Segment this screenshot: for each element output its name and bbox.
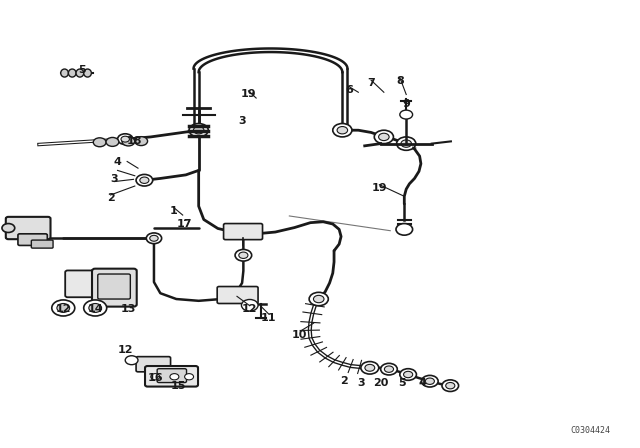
Circle shape — [125, 356, 138, 365]
Ellipse shape — [76, 69, 84, 77]
Circle shape — [170, 374, 179, 380]
FancyBboxPatch shape — [223, 224, 262, 240]
Text: 19: 19 — [241, 90, 256, 99]
Text: 2: 2 — [340, 376, 348, 386]
Text: 8: 8 — [396, 76, 404, 86]
Circle shape — [184, 374, 193, 380]
Circle shape — [189, 124, 208, 137]
Circle shape — [193, 126, 204, 134]
Text: 20: 20 — [374, 379, 389, 388]
Circle shape — [381, 363, 397, 375]
Circle shape — [122, 137, 135, 146]
Circle shape — [2, 224, 15, 233]
Text: 14: 14 — [88, 304, 103, 314]
Text: 18: 18 — [127, 136, 143, 146]
Circle shape — [140, 177, 149, 183]
Circle shape — [235, 250, 252, 261]
Circle shape — [400, 369, 417, 380]
Text: 17: 17 — [177, 219, 193, 229]
Circle shape — [151, 374, 160, 380]
Text: 12: 12 — [56, 304, 71, 314]
Circle shape — [401, 140, 412, 147]
Text: 9: 9 — [403, 99, 410, 109]
Text: 3: 3 — [111, 174, 118, 184]
Ellipse shape — [68, 69, 76, 77]
Circle shape — [337, 126, 348, 134]
Text: 3: 3 — [238, 116, 246, 126]
Text: 5: 5 — [398, 379, 406, 388]
Text: C0304424: C0304424 — [571, 426, 611, 435]
Text: 13: 13 — [121, 304, 136, 314]
Text: 19: 19 — [372, 183, 387, 193]
Circle shape — [150, 235, 158, 241]
Circle shape — [314, 295, 324, 303]
Circle shape — [397, 137, 416, 151]
Text: 7: 7 — [367, 78, 375, 88]
Circle shape — [400, 110, 413, 119]
FancyBboxPatch shape — [18, 234, 47, 246]
Text: 16: 16 — [148, 373, 164, 383]
Circle shape — [445, 383, 455, 389]
FancyBboxPatch shape — [145, 366, 198, 387]
Text: 4: 4 — [114, 157, 122, 168]
Circle shape — [93, 138, 106, 147]
Circle shape — [425, 378, 435, 384]
Ellipse shape — [84, 69, 92, 77]
Ellipse shape — [61, 69, 68, 77]
Text: 10: 10 — [292, 330, 307, 340]
Text: 1: 1 — [169, 206, 177, 215]
FancyBboxPatch shape — [136, 357, 171, 372]
Text: 2: 2 — [107, 193, 115, 203]
Circle shape — [442, 380, 459, 392]
Text: 3: 3 — [358, 378, 365, 388]
FancyBboxPatch shape — [98, 274, 131, 299]
Circle shape — [147, 233, 162, 244]
Circle shape — [422, 375, 438, 387]
Circle shape — [57, 303, 70, 312]
Circle shape — [396, 224, 413, 235]
Circle shape — [333, 124, 352, 137]
Circle shape — [404, 371, 413, 378]
Text: 5: 5 — [79, 65, 86, 75]
Circle shape — [379, 133, 389, 141]
Circle shape — [118, 134, 133, 145]
Circle shape — [136, 174, 153, 186]
Text: 4: 4 — [419, 379, 426, 388]
Circle shape — [361, 362, 379, 374]
FancyBboxPatch shape — [157, 369, 186, 383]
FancyBboxPatch shape — [92, 269, 137, 306]
Circle shape — [52, 300, 75, 316]
FancyBboxPatch shape — [217, 287, 258, 303]
FancyBboxPatch shape — [6, 217, 51, 239]
Circle shape — [365, 364, 375, 371]
Text: 12: 12 — [242, 304, 257, 314]
Circle shape — [374, 130, 394, 144]
Text: 11: 11 — [261, 313, 276, 323]
Circle shape — [89, 303, 102, 312]
Circle shape — [121, 136, 129, 142]
FancyBboxPatch shape — [31, 240, 53, 248]
Circle shape — [239, 252, 248, 258]
Circle shape — [385, 366, 394, 372]
Circle shape — [241, 299, 258, 311]
Text: 12: 12 — [118, 345, 134, 355]
Text: 6: 6 — [345, 85, 353, 95]
Circle shape — [106, 138, 119, 146]
Text: 15: 15 — [170, 381, 186, 391]
Circle shape — [309, 293, 328, 306]
FancyBboxPatch shape — [65, 271, 96, 297]
Circle shape — [84, 300, 107, 316]
Circle shape — [135, 137, 148, 146]
